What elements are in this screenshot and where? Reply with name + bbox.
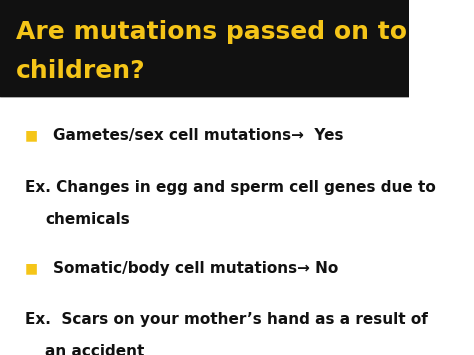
Text: ■: ■	[25, 129, 37, 143]
Text: Somatic/body cell mutations→ No: Somatic/body cell mutations→ No	[53, 261, 338, 275]
Text: Ex. Changes in egg and sperm cell genes due to: Ex. Changes in egg and sperm cell genes …	[25, 180, 435, 195]
Text: Ex.  Scars on your mother’s hand as a result of: Ex. Scars on your mother’s hand as a res…	[25, 312, 428, 327]
Text: chemicals: chemicals	[45, 212, 130, 227]
Text: an accident: an accident	[45, 344, 144, 355]
Text: Are mutations passed on to: Are mutations passed on to	[16, 20, 407, 44]
Text: Gametes/sex cell mutations→  Yes: Gametes/sex cell mutations→ Yes	[53, 128, 344, 143]
Text: children?: children?	[16, 59, 146, 83]
FancyBboxPatch shape	[0, 0, 409, 97]
Text: ■: ■	[25, 261, 37, 275]
